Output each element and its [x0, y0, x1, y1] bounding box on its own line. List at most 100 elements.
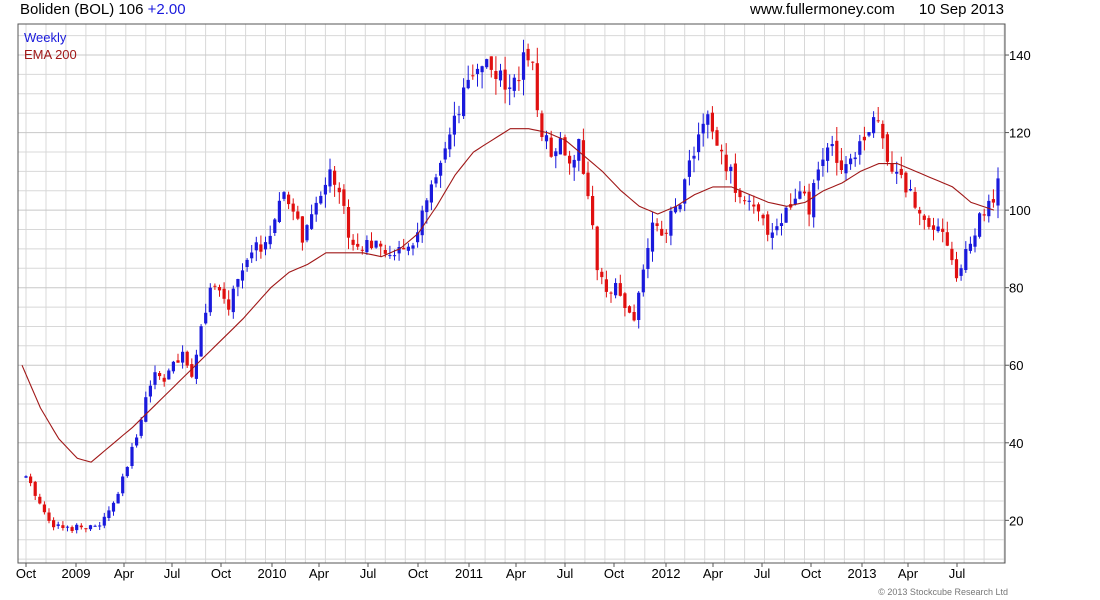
candle-down	[351, 239, 355, 245]
legend-ema200: EMA 200	[24, 47, 77, 62]
candle-up	[171, 361, 175, 372]
stock-name: Boliden (BOL)	[20, 1, 115, 18]
candle-down	[333, 170, 337, 185]
candle-down	[927, 218, 931, 227]
candle-down	[471, 75, 475, 77]
candle-up	[872, 117, 876, 134]
candle-up	[669, 211, 673, 236]
candle-down	[176, 360, 180, 363]
candle-up	[93, 525, 97, 527]
candle-down	[535, 63, 539, 111]
candle-down	[761, 214, 765, 219]
candle-up	[475, 68, 480, 74]
y-tick-label: 60	[1009, 358, 1023, 373]
candle-up	[411, 245, 415, 249]
candle-down	[715, 130, 719, 146]
candle-up	[521, 52, 526, 80]
candle-down	[185, 351, 189, 366]
candle-up	[323, 184, 327, 195]
chart-date: 10 Sep 2013	[918, 1, 1004, 18]
copyright-notice: © 2013 Stockcube Research Ltd	[878, 587, 1008, 597]
x-tick-label: Oct	[604, 566, 625, 581]
candle-down	[982, 214, 986, 216]
candle-up	[498, 70, 503, 81]
candle-down	[807, 191, 811, 215]
candle-up	[816, 169, 820, 181]
candle-down	[346, 207, 351, 238]
candle-up	[65, 526, 70, 528]
candle-up	[111, 502, 116, 512]
candle-up	[439, 162, 443, 176]
candle-down	[540, 113, 544, 137]
candle-up	[56, 524, 60, 526]
candle-down	[710, 112, 714, 132]
candle-down	[33, 481, 37, 496]
y-axis: 20 40 60 80 100 120 140	[1005, 48, 1031, 528]
plot-frame	[17, 23, 1006, 564]
candle-down	[503, 69, 507, 90]
x-tick-label: 2010	[258, 566, 287, 581]
stock-price: 106	[118, 1, 144, 18]
candle-up	[107, 510, 111, 518]
candle-down	[42, 504, 46, 513]
x-tick-label: Oct	[801, 566, 822, 581]
candle-up	[770, 232, 774, 238]
candle-up	[462, 87, 466, 117]
candle-down	[61, 525, 65, 528]
candle-down	[296, 211, 300, 219]
candle-down	[609, 292, 613, 294]
candle-up	[365, 240, 369, 253]
candle-up	[544, 135, 549, 142]
candle-up	[88, 525, 93, 530]
candle-up	[425, 200, 429, 213]
candle-up	[793, 198, 797, 205]
x-tick-label: Jul	[949, 566, 966, 581]
candle-up	[968, 243, 972, 251]
candle-down	[342, 189, 346, 206]
candle-up	[374, 240, 378, 248]
candle-down	[47, 512, 51, 521]
candle-up	[392, 255, 397, 257]
candle-up	[775, 226, 779, 231]
candle-down	[217, 287, 222, 291]
candle-up	[480, 66, 484, 73]
candle-up	[867, 132, 871, 136]
candle-up	[416, 232, 420, 243]
candle-down	[190, 364, 194, 377]
candle-up	[314, 202, 318, 215]
x-tick-label: Oct	[211, 566, 232, 581]
candle-up	[844, 164, 848, 174]
candle-up	[319, 195, 323, 204]
x-tick-label: Jul	[360, 566, 377, 581]
candle-up	[692, 155, 696, 159]
candle-up	[849, 158, 853, 165]
candle-up	[273, 219, 277, 233]
candle-up	[729, 166, 733, 171]
y-tick-label: 140	[1009, 48, 1031, 63]
candle-down	[595, 226, 599, 271]
candle-up	[646, 248, 650, 269]
candle-up	[747, 200, 751, 202]
candle-down	[600, 271, 604, 278]
source-url[interactable]: www.fullermoney.com	[749, 1, 895, 18]
candle-down	[70, 527, 74, 531]
candle-up	[936, 226, 940, 232]
candle-down	[660, 228, 664, 236]
candle-down	[766, 214, 770, 235]
candle-up	[75, 524, 79, 531]
candlestick-series	[24, 39, 1000, 534]
candle-up	[959, 268, 963, 276]
candle-down	[724, 154, 728, 172]
candle-down	[586, 172, 590, 197]
candle-down	[941, 228, 945, 232]
candle-down	[913, 191, 917, 208]
chart-title: Boliden (BOL) 106 +2.00	[20, 1, 186, 18]
candle-down	[526, 48, 530, 61]
candle-down	[881, 123, 885, 139]
candle-down	[531, 61, 535, 63]
candle-up	[978, 213, 982, 237]
candle-up	[443, 148, 447, 160]
candle-up	[512, 77, 516, 91]
candle-down	[802, 191, 807, 194]
candle-up	[996, 178, 1000, 206]
